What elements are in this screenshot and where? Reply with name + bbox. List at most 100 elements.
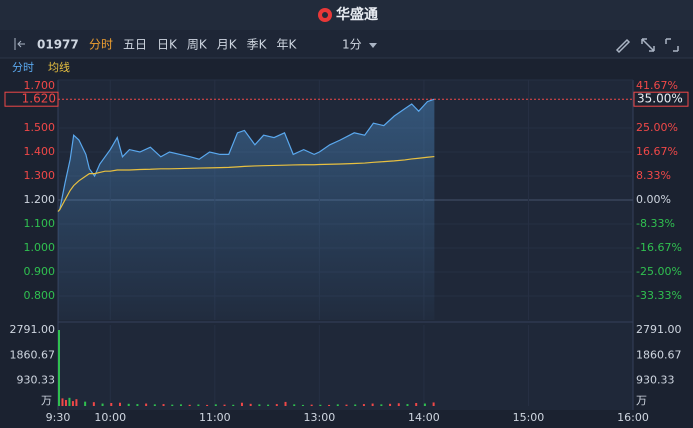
volume-bar bbox=[284, 401, 287, 406]
volume-bar bbox=[110, 403, 113, 406]
tab[interactable]: 日K bbox=[157, 38, 178, 52]
current-change-box bbox=[633, 91, 689, 107]
volume-tick-label: 930.33 bbox=[17, 374, 56, 387]
volume-bar bbox=[267, 404, 270, 406]
volume-bar bbox=[336, 404, 339, 406]
header-bar bbox=[0, 0, 693, 30]
y2-tick-label: 16.67% bbox=[636, 145, 678, 158]
volume-bar bbox=[101, 403, 104, 406]
volume-bar bbox=[75, 399, 78, 406]
volume-bar bbox=[258, 404, 261, 406]
volume-bar bbox=[319, 404, 322, 406]
volume-bar bbox=[275, 404, 278, 406]
y-tick-label: 0.900 bbox=[24, 265, 56, 278]
legend-entry: 均线 bbox=[48, 60, 70, 74]
volume-bar bbox=[64, 400, 67, 406]
y2-tick-label: 0.00% bbox=[636, 193, 671, 206]
tab[interactable]: 年K bbox=[277, 38, 298, 52]
volume-bar bbox=[145, 403, 148, 406]
y-tick-label: 1.500 bbox=[24, 121, 56, 134]
interval-select[interactable]: 1分 bbox=[342, 38, 362, 52]
y-tick-label: 0.800 bbox=[24, 289, 56, 302]
current-change-label: 35.00% bbox=[637, 92, 683, 106]
volume-bar bbox=[345, 404, 348, 406]
x-tick-label: 16:00 bbox=[617, 411, 649, 424]
tab[interactable]: 分时 bbox=[89, 38, 113, 52]
y2-tick-label: 25.00% bbox=[636, 121, 678, 134]
y2-tick-label: 8.33% bbox=[636, 169, 671, 182]
brand-logo bbox=[318, 8, 332, 22]
volume-bar bbox=[406, 404, 409, 406]
current-price-box bbox=[4, 91, 59, 107]
volume-bar bbox=[197, 404, 200, 406]
volume-bar bbox=[58, 330, 60, 406]
y2-tick-label: -25.00% bbox=[636, 265, 682, 278]
volume-tick-label: 2791.00 bbox=[636, 323, 682, 336]
volume-bar bbox=[162, 404, 165, 406]
volume-bar bbox=[301, 404, 304, 406]
volume-bar bbox=[293, 404, 296, 406]
volume-bar bbox=[188, 404, 191, 406]
volume-bar bbox=[214, 404, 217, 406]
average-line bbox=[57, 155, 435, 212]
volume-bar bbox=[206, 404, 209, 406]
volume-unit: 万 bbox=[41, 394, 52, 407]
x-tick-label: 14:00 bbox=[408, 411, 440, 424]
tab[interactable]: 五日 bbox=[123, 38, 147, 52]
y2-tick-label: -33.33% bbox=[636, 289, 682, 302]
current-price-label: 1.620 bbox=[22, 92, 56, 106]
volume-bar bbox=[127, 403, 130, 406]
volume-tick-label: 930.33 bbox=[636, 374, 675, 387]
volume-bar bbox=[249, 403, 252, 406]
volume-bar bbox=[153, 404, 156, 406]
volume-bar bbox=[240, 402, 243, 406]
volume-bar bbox=[362, 404, 365, 406]
x-tick-label: 13:00 bbox=[304, 411, 336, 424]
y-tick-label: 1.000 bbox=[24, 241, 56, 254]
volume-bar bbox=[61, 398, 64, 406]
volume-bar bbox=[389, 403, 392, 406]
volume-bar bbox=[415, 403, 418, 406]
volume-bar bbox=[432, 402, 435, 406]
toolbar bbox=[0, 30, 693, 58]
volume-bar bbox=[423, 403, 426, 406]
volume-bar bbox=[136, 404, 139, 406]
y-tick-label: 1.300 bbox=[24, 169, 56, 182]
tab[interactable]: 月K bbox=[217, 38, 238, 52]
volume-bar bbox=[310, 404, 313, 406]
volume-bar bbox=[223, 404, 226, 406]
stock-code: 01977 bbox=[37, 38, 79, 52]
collapse-icon[interactable] bbox=[14, 38, 25, 50]
volume-bar bbox=[380, 404, 383, 406]
volume-tick-label: 2791.00 bbox=[10, 323, 56, 336]
volume-bar bbox=[92, 402, 95, 406]
x-tick-label: 11:00 bbox=[199, 411, 231, 424]
y-tick-label: 1.700 bbox=[24, 79, 56, 92]
volume-bar bbox=[397, 403, 400, 406]
x-tick-label: 9:30 bbox=[46, 411, 71, 424]
dropdown-arrow[interactable] bbox=[369, 43, 377, 48]
toolbar-icons[interactable] bbox=[615, 38, 679, 54]
volume-bar bbox=[371, 403, 374, 406]
volume-tick-label: 1860.67 bbox=[636, 348, 682, 361]
x-tick-label: 15:00 bbox=[513, 411, 545, 424]
legend-entry: 分时 bbox=[12, 61, 34, 74]
x-tick-label: 10:00 bbox=[94, 411, 126, 424]
tab[interactable]: 季K bbox=[247, 38, 268, 52]
volume-bar bbox=[354, 404, 357, 406]
volume-bar bbox=[328, 404, 331, 406]
volume-bar bbox=[179, 404, 182, 406]
brand: 华盛通 bbox=[336, 6, 378, 23]
volume-bar bbox=[232, 404, 235, 406]
y2-tick-label: 41.67% bbox=[636, 79, 678, 92]
volume-bar bbox=[118, 402, 121, 406]
tab[interactable]: 周K bbox=[187, 38, 208, 52]
volume-tick-label: 1860.67 bbox=[10, 348, 56, 361]
y2-tick-label: -8.33% bbox=[636, 217, 675, 230]
volume-unit: 万 bbox=[636, 394, 647, 407]
price-area bbox=[58, 99, 435, 320]
volume-bar bbox=[84, 401, 87, 406]
volume-bar bbox=[68, 397, 71, 406]
